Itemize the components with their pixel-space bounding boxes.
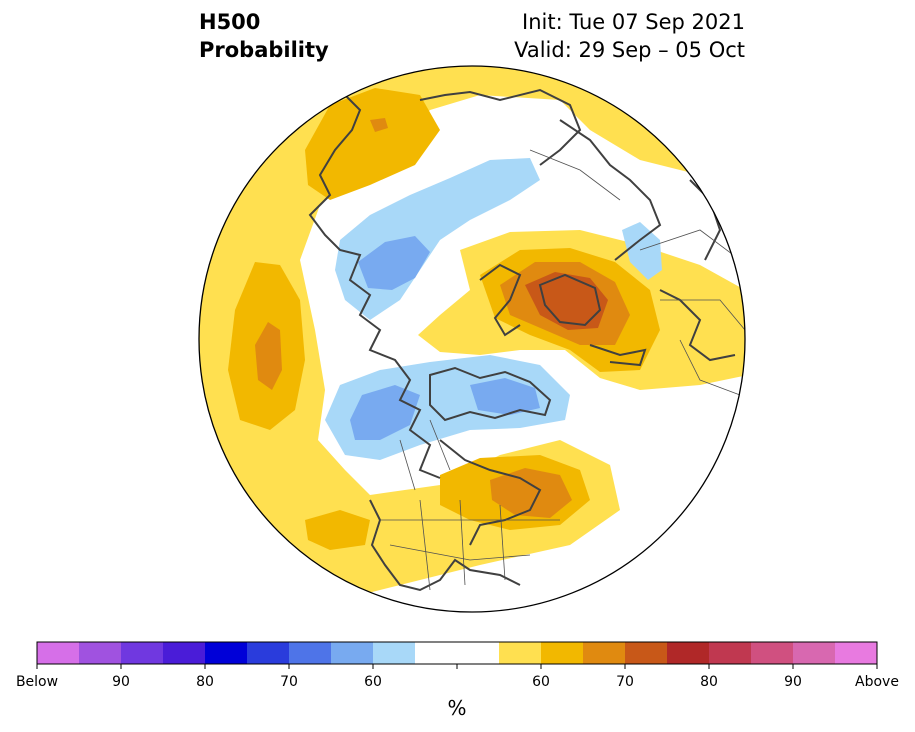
colorbar-cell (793, 642, 836, 664)
anomaly-region-80-europe (525, 272, 608, 330)
colorbar-cell (163, 642, 206, 664)
colorbar-cell (289, 642, 332, 664)
polar-map (198, 65, 746, 613)
colorbar-tick-label: Below (15, 674, 59, 690)
title-product: Probability (199, 38, 329, 62)
valid-date: Valid: 29 Sep – 05 Oct (514, 38, 745, 62)
anomaly-region-60below-siberia (358, 236, 430, 290)
colorbar-unit: % (447, 696, 467, 720)
colorbar-cell (331, 642, 374, 664)
political-borders (380, 149, 745, 591)
colorbar-tick-label: 90 (112, 674, 130, 690)
colorbar-tick-label: Above (855, 674, 899, 690)
colorbar-cell (541, 642, 584, 664)
colorbar-cell (37, 642, 80, 664)
colorbar-tick-label: 90 (784, 674, 802, 690)
colorbar-cell (121, 642, 164, 664)
colorbar-tick-label: 80 (196, 674, 214, 690)
chart-dates: Init: Tue 07 Sep 2021 Valid: 29 Sep – 05… (514, 8, 745, 64)
colorbar-cell (205, 642, 248, 664)
colorbar-cell (625, 642, 668, 664)
anomaly-region-below-scandinavia (622, 222, 662, 280)
anomaly-region-60-alaska (305, 88, 440, 200)
colorbar-tick-label: 80 (700, 674, 718, 690)
colorbar-tick-label: 70 (616, 674, 634, 690)
colorbar-cell (709, 642, 752, 664)
colorbar-cell (79, 642, 122, 664)
colorbar-cell (247, 642, 290, 664)
anomaly-region-60below-canada (350, 385, 420, 440)
anomaly-region-70-alaska (370, 118, 388, 132)
map-boundary (198, 65, 746, 613)
chart-title: H500 Probability (199, 8, 329, 64)
anomaly-region-above-pacific (199, 66, 745, 610)
colorbar-cell (583, 642, 626, 664)
colorbar-cell (373, 642, 416, 664)
anomaly-region-70-na (490, 468, 572, 518)
colorbar-cell (499, 642, 542, 664)
anomaly-region-70-pacific (255, 322, 282, 390)
colorbar-tick-label: 60 (364, 674, 382, 690)
colorbar-tick-label: 70 (280, 674, 298, 690)
colorbar-cell (415, 642, 458, 664)
colorbar-tick-label: 60 (532, 674, 550, 690)
anomaly-region-60below-canada-east (470, 378, 540, 415)
title-variable: H500 (199, 10, 261, 34)
init-date: Init: Tue 07 Sep 2021 (522, 10, 745, 34)
colorbar-cell (835, 642, 878, 664)
anomaly-region-60-westna (305, 510, 370, 550)
colorbar-cell (667, 642, 710, 664)
colorbar-cell (457, 642, 500, 664)
colorbar-cell (751, 642, 794, 664)
